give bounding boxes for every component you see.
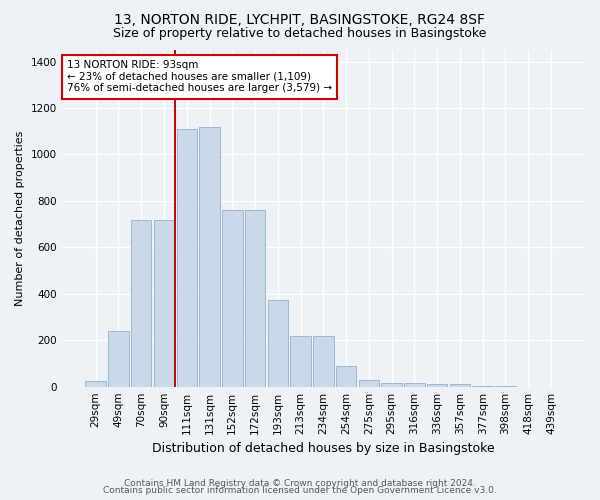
Text: Size of property relative to detached houses in Basingstoke: Size of property relative to detached ho… <box>113 28 487 40</box>
Y-axis label: Number of detached properties: Number of detached properties <box>15 130 25 306</box>
Bar <box>154 220 174 386</box>
Bar <box>427 384 448 386</box>
Text: 13, NORTON RIDE, LYCHPIT, BASINGSTOKE, RG24 8SF: 13, NORTON RIDE, LYCHPIT, BASINGSTOKE, R… <box>115 12 485 26</box>
Bar <box>222 210 242 386</box>
Bar <box>449 384 470 386</box>
Bar <box>290 336 311 386</box>
Text: Contains public sector information licensed under the Open Government Licence v3: Contains public sector information licen… <box>103 486 497 495</box>
Text: Contains HM Land Registry data © Crown copyright and database right 2024.: Contains HM Land Registry data © Crown c… <box>124 478 476 488</box>
Bar <box>268 300 288 386</box>
Bar <box>245 210 265 386</box>
Bar <box>382 382 402 386</box>
Bar <box>336 366 356 386</box>
Bar <box>131 220 151 386</box>
Bar <box>199 126 220 386</box>
Bar <box>313 336 334 386</box>
Bar <box>176 129 197 386</box>
Bar <box>108 331 129 386</box>
Bar <box>359 380 379 386</box>
X-axis label: Distribution of detached houses by size in Basingstoke: Distribution of detached houses by size … <box>152 442 494 455</box>
Bar <box>404 383 425 386</box>
Text: 13 NORTON RIDE: 93sqm
← 23% of detached houses are smaller (1,109)
76% of semi-d: 13 NORTON RIDE: 93sqm ← 23% of detached … <box>67 60 332 94</box>
Bar <box>85 381 106 386</box>
